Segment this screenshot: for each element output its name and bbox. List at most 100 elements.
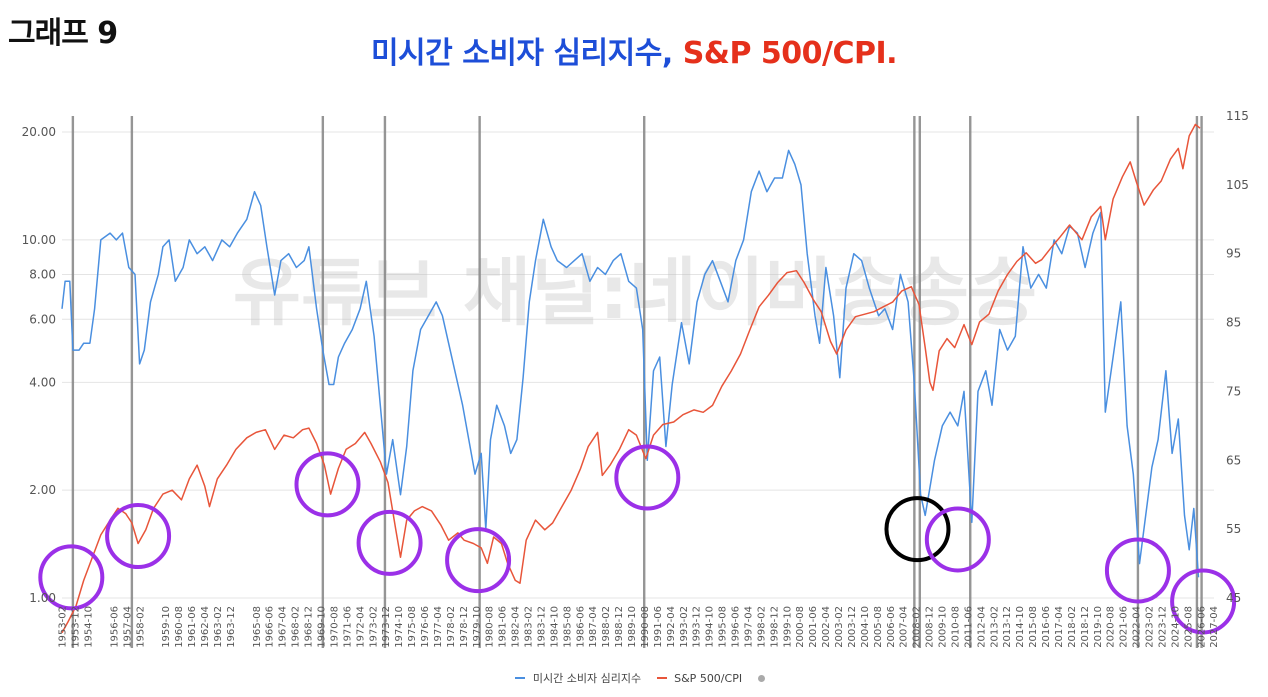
x-tick-label: 1973-12 [381,606,392,648]
x-tick-label: 1979-10 [472,606,483,648]
x-tick-label: 1965-08 [252,606,263,648]
x-tick-label: 1988-02 [601,606,612,648]
x-tick-label: 2017-04 [1054,606,1065,648]
x-tick-label: 2013-12 [1002,606,1013,648]
x-tick-label: 1981-06 [498,606,509,648]
x-tick-label: 1962-04 [200,606,211,648]
x-tick-label: 2018-12 [1080,606,1091,648]
x-tick-label: 1999-10 [782,606,793,648]
x-tick-label: 1990-08 [640,606,651,648]
highlight-circle-purple [614,444,681,511]
left-tick-label: 1.00 [29,591,56,605]
highlight-circles [38,444,1237,635]
highlight-circle-purple [294,451,361,518]
x-tick-label: 1978-02 [446,606,457,648]
left-tick-label: 4.00 [29,375,56,389]
x-tick-label: 1991-06 [653,606,664,648]
legend-third-dot [757,674,765,682]
x-tick-label: 2027-04 [1209,606,1220,648]
x-tick-label: 2002-04 [821,606,832,648]
x-tick-label: 2008-02 [912,606,923,648]
axes: 20.00 10.00 8.00 6.00 4.00 2.00 1.00 115 105 95 85… [22,109,1249,648]
x-tick-label: 1993-12 [692,606,703,648]
x-tick-label: 1967-04 [278,606,289,648]
x-tick-label: 2005-08 [873,606,884,648]
legend-sp500-label: S&P 500/CPI [674,671,743,685]
x-tick-label: 1968-12 [304,606,315,648]
x-tick-label: 2001-06 [808,606,819,648]
x-tick-label: 1956-06 [109,606,120,648]
sp500-cpi-series-line [61,123,1201,634]
x-tick-label: 2023-02 [1145,606,1156,648]
highlight-circle-purple [1170,568,1237,635]
x-tick-label: 1957-04 [122,606,133,648]
x-tick-label: 1983-12 [536,606,547,648]
x-tick-label: 2025-08 [1183,606,1194,648]
legend-sp500-swatch [656,677,667,679]
series-lines [61,123,1201,634]
x-tick-label: 2006-06 [886,606,897,648]
x-tick-label: 2024-10 [1170,606,1181,648]
legend-sentiment-swatch [515,677,526,679]
right-tick-label: 65 [1226,453,1241,467]
right-tick-label: 85 [1226,316,1241,330]
x-tick-label: 1978-12 [459,606,470,648]
x-tick-label: 2003-12 [847,606,858,648]
x-tick-label: 1974-10 [394,606,405,648]
x-tick-label: 2010-08 [950,606,961,648]
x-tick-label: 1976-06 [420,606,431,648]
x-tick-label: 2019-10 [1093,606,1104,648]
x-tick-label: 1996-06 [731,606,742,648]
x-tick-label: 2020-08 [1106,606,1117,648]
x-tick-label: 1977-04 [433,606,444,648]
x-tick-label: 1963-12 [226,606,237,648]
highlight-circle-purple [38,544,105,611]
x-tick-label: 2026-06 [1196,606,1207,648]
left-tick-label: 6.00 [29,312,56,326]
x-tick-label: 1970-08 [329,606,340,648]
highlight-circle-black [884,496,951,563]
x-tick-label: 2007-04 [899,606,910,648]
x-tick-label: 1954-10 [84,606,95,648]
x-tick-label: 2009-10 [938,606,949,648]
x-tick-label: 1998-12 [769,606,780,648]
left-tick-label: 10.00 [22,233,56,247]
x-tick-label: 1989-10 [627,606,638,648]
x-tick-label: 1983-02 [524,606,535,648]
x-tick-label: 2012-04 [976,606,987,648]
right-tick-label: 75 [1226,384,1241,398]
x-tick-label: 2003-02 [834,606,845,648]
highlight-circle-purple [105,503,172,570]
x-tick-label: 2023-12 [1157,606,1168,648]
x-tick-label: 1992-04 [666,606,677,648]
x-tick-label: 1953-12 [71,606,82,648]
x-tick-label: 1969-10 [317,606,328,648]
left-tick-label: 20.00 [22,125,56,139]
x-tick-label: 2013-02 [989,606,1000,648]
x-tick-label: 1988-12 [614,606,625,648]
x-tick-label: 2000-08 [795,606,806,648]
highlight-circle-purple [924,506,991,573]
title-sentiment: 미시간 소비자 심리지수, [370,36,673,71]
x-tick-label: 1986-06 [575,606,586,648]
x-tick-label: 1994-10 [705,606,716,648]
x-tick-label: 2016-06 [1041,606,1052,648]
graph-number-label: 그래프 9 [8,16,118,51]
x-tick-label: 1993-02 [679,606,690,648]
x-tick-label: 1961-06 [187,606,198,648]
x-tick-label: 1984-10 [549,606,560,648]
x-tick-label: 2014-10 [1015,606,1026,648]
x-tick-label: 1968-02 [291,606,302,648]
x-tick-label: 2015-08 [1028,606,1039,648]
x-tick-label: 1972-04 [355,606,366,648]
x-tick-label: 1959-10 [161,606,172,648]
x-tick-label: 2021-06 [1119,606,1130,648]
x-tick-label: 2011-06 [963,606,974,648]
right-tick-label: 105 [1226,178,1249,192]
x-tick-label: 1960-08 [174,606,185,648]
x-tick-label: 1975-08 [407,606,418,648]
x-tick-label: 1966-06 [265,606,276,648]
highlight-circle-purple [1104,537,1171,604]
watermark-text: 유튜브 채널:네이버송송송 [233,250,1037,336]
